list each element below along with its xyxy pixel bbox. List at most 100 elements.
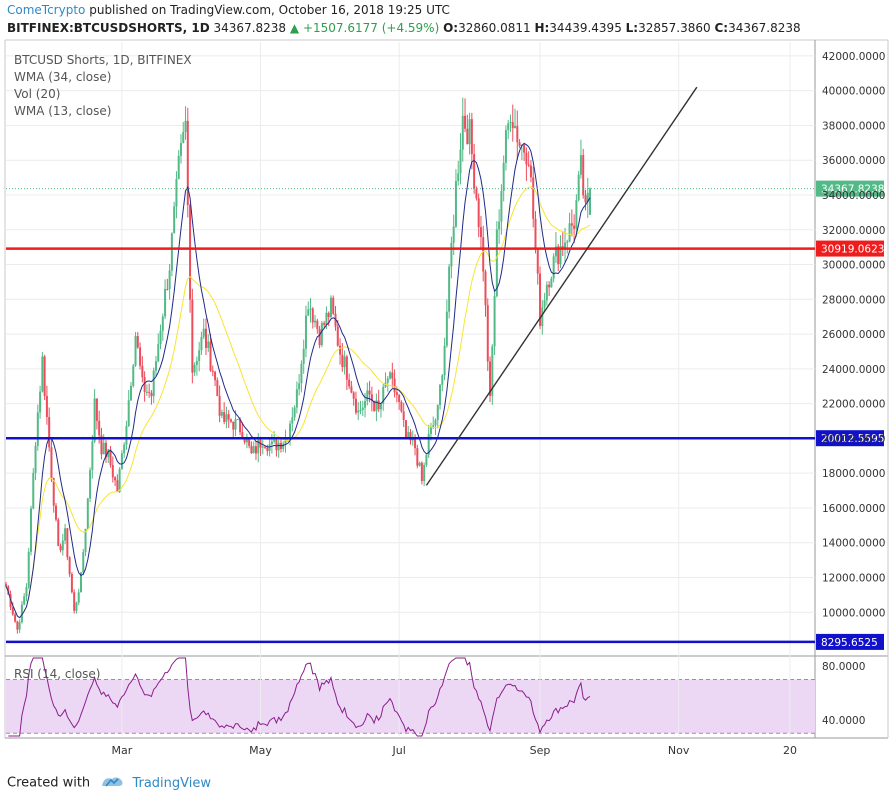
candle-body — [482, 237, 485, 272]
candle-body — [64, 528, 67, 541]
trend-line[interactable] — [425, 86, 698, 486]
level-price-label: 20012.5595 — [821, 433, 884, 445]
symbol-info: BITFINEX:BTCUSDSHORTS, 1D 34367.8238 ▲ +… — [7, 21, 801, 35]
candle-body — [400, 401, 403, 412]
created-with-text: Created with — [7, 775, 91, 791]
candle-body — [36, 412, 39, 446]
candle-body — [525, 152, 528, 165]
tradingview-logo-icon[interactable] — [100, 774, 124, 792]
x-tick-label: Sep — [530, 744, 551, 757]
candle-body — [354, 398, 357, 413]
y-tick-label: 10000.0000 — [822, 607, 885, 619]
candle-body — [41, 356, 44, 392]
candle-body — [473, 153, 476, 189]
candle-body — [216, 380, 219, 397]
candle-body — [370, 394, 373, 401]
candle-body — [45, 395, 48, 418]
open-label: O: — [443, 21, 459, 35]
candle-body — [277, 442, 280, 451]
y-tick-label: 18000.0000 — [822, 468, 885, 480]
candle-body — [250, 445, 253, 454]
author-link[interactable]: ComeTcrypto — [7, 3, 86, 17]
rsi-legend[interactable]: RSI (14, close) — [14, 667, 100, 681]
candle-body — [109, 449, 112, 465]
candle-body — [386, 378, 389, 383]
candle-body — [100, 435, 103, 455]
candle-body — [382, 386, 385, 404]
candle-body — [275, 439, 278, 451]
candle-body — [532, 177, 535, 219]
candle-body — [211, 370, 214, 372]
published-text: published on TradingView.com, October 16… — [89, 3, 450, 17]
candle-body — [145, 391, 148, 393]
candle-body — [332, 297, 335, 314]
candle-body — [534, 218, 537, 250]
candle-body — [425, 454, 428, 465]
publish-info: ComeTcrypto published on TradingView.com… — [7, 3, 450, 17]
candle-body — [123, 444, 126, 454]
candle-body — [350, 386, 353, 393]
candle-body — [177, 155, 180, 179]
candle-body — [118, 469, 121, 493]
candle-body — [266, 447, 269, 451]
candle-body — [557, 246, 560, 265]
x-tick-label: May — [249, 744, 272, 757]
candle-body — [241, 432, 244, 439]
candle-body — [77, 592, 80, 603]
candle-body — [111, 464, 114, 478]
candle-body — [179, 143, 182, 156]
y-tick-label: 38000.0000 — [822, 120, 885, 132]
candle-body — [166, 289, 169, 291]
candle-body — [570, 223, 573, 226]
candle-body — [441, 375, 444, 385]
legend-item[interactable]: Vol (20) — [14, 87, 60, 101]
candle-body — [125, 426, 128, 445]
candle-body — [52, 478, 55, 506]
candle-body — [14, 614, 17, 622]
candle-body — [432, 425, 435, 427]
candle-body — [502, 162, 505, 191]
candle-body — [59, 545, 62, 551]
candle-body — [289, 423, 292, 438]
candle-body — [389, 372, 392, 379]
candle-body — [89, 470, 92, 499]
candle-body — [327, 312, 330, 318]
candle-body — [16, 621, 19, 630]
candle-body — [195, 361, 198, 365]
candle-body — [293, 407, 296, 418]
candle-body — [148, 391, 151, 393]
candle-body — [127, 400, 130, 427]
candle-body — [23, 596, 26, 605]
y-tick-label: 30000.0000 — [822, 260, 885, 272]
candle-body — [420, 462, 423, 482]
candle-body — [234, 419, 237, 430]
candle-body — [268, 444, 271, 451]
candle-body — [159, 330, 162, 345]
y-tick-label: 20000.0000 — [822, 433, 885, 445]
candle-body — [404, 420, 407, 438]
candle-body — [493, 296, 496, 347]
candle-body — [75, 602, 78, 611]
candle-body — [154, 361, 157, 371]
candle-body — [257, 439, 260, 454]
candle-body — [84, 528, 87, 553]
candle-body — [334, 313, 337, 327]
candle-body — [475, 188, 478, 199]
candle-body — [345, 356, 348, 380]
legend-item[interactable]: WMA (34, close) — [14, 70, 111, 84]
candle-body — [32, 472, 35, 509]
tradingview-link[interactable]: TradingView — [132, 775, 211, 791]
candle-body — [57, 519, 60, 546]
candle-body — [168, 270, 171, 290]
candle-body — [575, 199, 578, 229]
candle-body — [107, 449, 110, 458]
candle-body — [189, 205, 192, 300]
candle-body — [218, 396, 221, 416]
candle-body — [395, 392, 398, 395]
candle-body — [129, 385, 132, 401]
legend-item[interactable]: BTCUSD Shorts, 1D, BITFINEX — [14, 53, 192, 67]
x-tick-label: Nov — [668, 744, 690, 757]
candle-body — [198, 350, 201, 362]
legend-item[interactable]: WMA (13, close) — [14, 104, 111, 118]
